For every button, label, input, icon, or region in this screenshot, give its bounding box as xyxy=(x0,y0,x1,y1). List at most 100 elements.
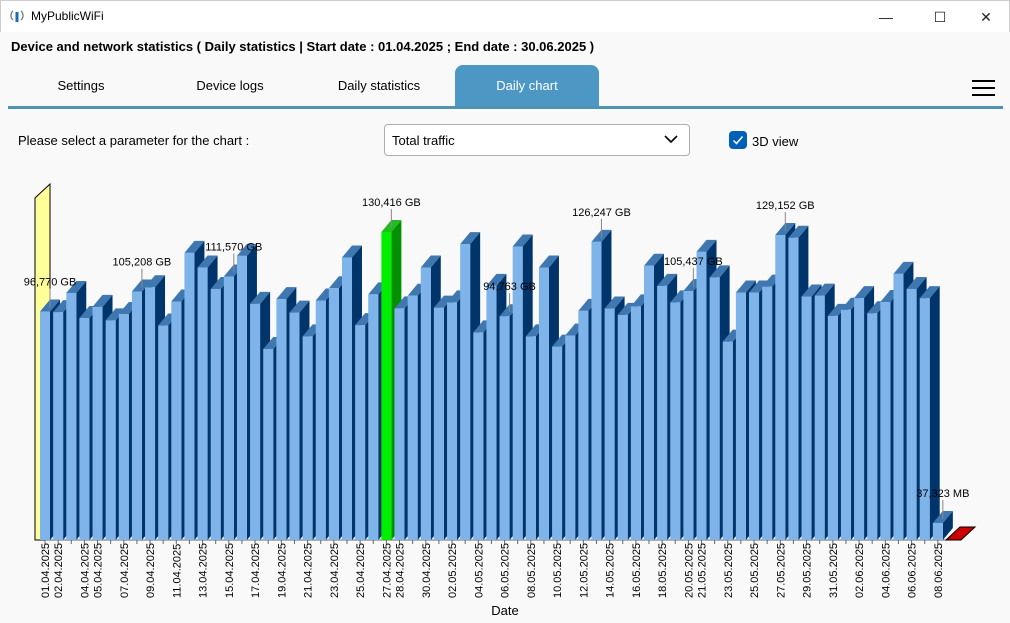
bar-top xyxy=(657,273,678,286)
page-header: Device and network statistics ( Daily st… xyxy=(11,39,595,54)
x-tick-label: 18.05.2025 xyxy=(657,543,669,598)
title-bar: MyPublicWiFi — ☐ ✕ xyxy=(0,0,1010,32)
bar-front xyxy=(368,294,379,540)
bar-front xyxy=(105,320,116,540)
tab-daily-chart[interactable]: Daily chart xyxy=(455,65,599,106)
bar-07.06.2025 xyxy=(919,286,940,540)
bar-front xyxy=(604,308,615,540)
bar-front xyxy=(328,288,339,540)
x-tick-label: 08.05.2025 xyxy=(526,543,538,598)
x-tick-label: 30.04.2025 xyxy=(421,543,433,598)
3d-view-checkbox[interactable] xyxy=(729,131,747,149)
x-tick-label: 17.04.2025 xyxy=(250,543,262,598)
bar-front xyxy=(66,292,77,540)
x-tick-label: 04.04.2025 xyxy=(79,543,91,598)
bar-front xyxy=(79,318,90,540)
hamburger-menu-icon[interactable] xyxy=(972,80,995,97)
x-tick-label: 23.05.2025 xyxy=(723,543,735,598)
bar-front xyxy=(893,273,904,540)
x-tick-label: 11.04.2025 xyxy=(171,544,183,598)
bar-front xyxy=(355,325,366,540)
bar-front xyxy=(932,523,943,540)
bar-top xyxy=(749,280,770,293)
checkmark-icon xyxy=(732,136,744,145)
bar-front xyxy=(919,298,930,540)
bar-top xyxy=(709,265,730,278)
bar-front xyxy=(420,267,431,540)
chart-floor-end xyxy=(944,526,977,541)
bar-front xyxy=(210,288,221,540)
parameter-label: Please select a parameter for the chart … xyxy=(18,133,250,148)
bar-top xyxy=(696,239,717,252)
x-tick-label: 06.06.2025 xyxy=(907,543,919,598)
tab-device-logs[interactable]: Device logs xyxy=(196,78,264,93)
bar-front xyxy=(722,341,733,540)
wifi-antenna-icon xyxy=(10,10,24,22)
bar-front xyxy=(92,306,103,540)
x-tick-label: 12.05.2025 xyxy=(578,543,590,598)
bar-front xyxy=(630,306,641,540)
bar-top xyxy=(538,255,559,268)
bar-front xyxy=(657,285,668,540)
bar-top xyxy=(184,240,205,253)
bar-top xyxy=(893,261,914,274)
x-tick-label: 21.05.2025 xyxy=(697,543,709,598)
bar-top xyxy=(105,308,126,321)
x-tick-label: 25.05.2025 xyxy=(749,543,761,598)
bar-top xyxy=(814,283,835,296)
bar-top xyxy=(512,234,533,247)
bar-front xyxy=(433,307,444,540)
bar-front xyxy=(578,310,589,540)
bar-front xyxy=(447,302,458,540)
bar-front xyxy=(552,346,563,540)
bar-front xyxy=(827,315,838,540)
bar-side xyxy=(929,286,940,540)
data-label: 96,770 GB xyxy=(24,276,77,288)
bar-front xyxy=(407,295,418,540)
x-tick-label: 09.04.2025 xyxy=(145,543,157,598)
tab-settings[interactable]: Settings xyxy=(57,78,105,93)
chevron-down-icon xyxy=(664,135,678,144)
bar-top xyxy=(643,253,664,266)
parameter-select[interactable]: Total traffic xyxy=(384,124,690,156)
x-tick-label: 02.05.2025 xyxy=(447,543,459,598)
bar-front xyxy=(906,288,917,540)
bar-top xyxy=(604,296,625,309)
bar-front xyxy=(814,295,825,540)
bar-front xyxy=(775,234,786,540)
bar-top xyxy=(92,294,113,307)
bar-top xyxy=(420,255,441,268)
bar-top xyxy=(341,245,362,258)
app-title: MyPublicWiFi xyxy=(31,9,104,23)
x-tick-label: 19.04.2025 xyxy=(276,543,288,598)
bar-front xyxy=(276,299,287,540)
bar-front xyxy=(184,252,195,541)
x-tick-label: 13.04.2025 xyxy=(198,543,210,598)
data-label: 37,323 MB xyxy=(916,488,969,500)
bar-top xyxy=(66,280,87,293)
x-tick-label: 02.06.2025 xyxy=(854,543,866,598)
bar-front xyxy=(289,312,300,540)
bar-front xyxy=(118,313,129,540)
x-tick-label: 10.05.2025 xyxy=(552,543,564,598)
close-button[interactable]: ✕ xyxy=(980,8,992,25)
bar-front xyxy=(670,302,681,540)
data-label: 111,570 GB xyxy=(205,242,262,254)
bar-front xyxy=(512,246,523,540)
bar-front xyxy=(749,292,760,540)
bar-front xyxy=(315,300,326,540)
bar-front xyxy=(263,348,274,540)
bar-front xyxy=(197,267,208,540)
bar-front xyxy=(617,314,628,540)
bar-front xyxy=(762,286,773,540)
bar-front xyxy=(302,336,313,540)
bar-top xyxy=(197,255,218,268)
data-label: 105,437 GB xyxy=(664,256,723,268)
tab-daily-statistics[interactable]: Daily statistics xyxy=(337,78,421,93)
bar-front xyxy=(341,257,352,540)
bar-top xyxy=(906,276,927,289)
x-tick-label: 27.04.2025 xyxy=(381,543,393,598)
minimize-button[interactable]: — xyxy=(879,9,893,25)
maximize-button[interactable]: ☐ xyxy=(933,8,947,25)
x-tick-label: 25.04.2025 xyxy=(355,543,367,598)
